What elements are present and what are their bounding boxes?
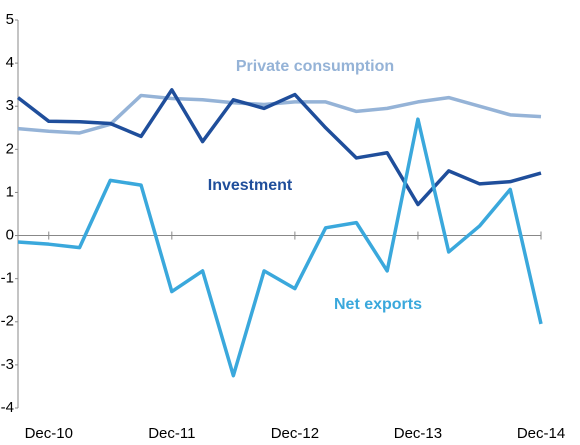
y-tick-label: 1 [6,183,14,200]
y-tick-label: 4 [6,54,14,71]
y-tick-label: -4 [1,399,14,416]
y-tick-label: -2 [1,313,14,330]
y-tick-label: 5 [6,11,14,28]
y-tick-label: 2 [6,140,14,157]
x-tick-label: Dec-12 [271,425,319,442]
x-tick-label: Dec-11 [148,425,195,442]
x-tick-label: Dec-14 [517,425,565,442]
y-tick-label: -1 [1,270,14,287]
y-tick-label: -3 [1,356,14,373]
series-line [16,88,542,207]
x-tick-label: Dec-10 [25,425,73,442]
series-label: Private consumption [236,58,394,75]
series-label: Investment [208,177,293,194]
series-line [17,117,543,378]
y-tick-label: 3 [6,97,14,114]
series-label: Net exports [334,296,422,313]
y-tick-label: 0 [6,227,14,244]
x-tick-label: Dec-13 [394,425,442,442]
